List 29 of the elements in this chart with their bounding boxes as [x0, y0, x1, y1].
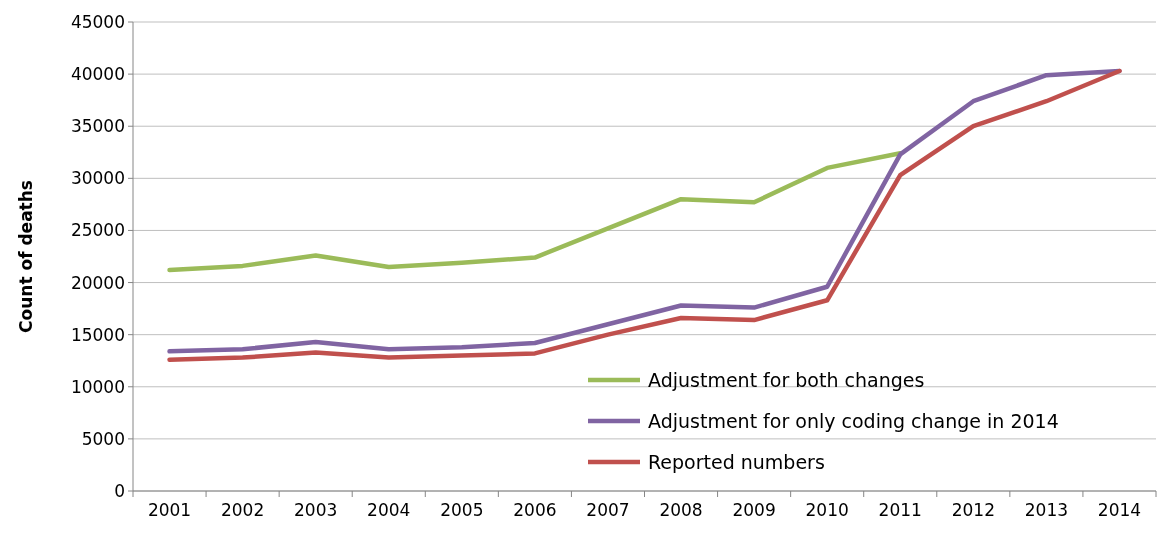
x-tick-label: 2009 [732, 500, 776, 520]
y-axis-title: Count of deaths [16, 180, 36, 333]
line-series [167, 151, 903, 273]
y-tick-label: 35000 [70, 116, 125, 137]
x-tick-label: 2013 [1024, 500, 1069, 520]
x-tick-label: 2010 [805, 500, 849, 520]
x-tick-label: 2014 [1097, 500, 1142, 520]
x-tick-label: 2003 [294, 500, 338, 520]
y-tick-label: 25000 [70, 220, 125, 241]
y-tick-label: 10000 [70, 376, 125, 397]
x-tick-label: 2012 [951, 500, 995, 520]
x-tick-label: 2011 [878, 500, 922, 520]
y-tick-label: 30000 [70, 168, 125, 189]
legend-label: Reported numbers [648, 450, 825, 473]
x-tick-label: 2001 [147, 500, 192, 520]
y-tick-label: 45000 [70, 11, 125, 32]
y-tick-label: 5000 [81, 428, 125, 449]
legend-label: Adjustment for only coding change in 2014 [648, 409, 1059, 432]
x-tick-label: 2007 [586, 500, 630, 520]
x-tick-label: 2002 [220, 500, 265, 520]
legend-label: Adjustment for both changes [648, 368, 925, 391]
x-tick-label: 2005 [440, 500, 484, 520]
y-tick-label: 0 [114, 480, 125, 501]
x-tick-label: 2006 [513, 500, 557, 520]
x-tick-label: 2004 [367, 500, 411, 520]
x-tick-label: 2008 [659, 500, 703, 520]
y-tick-label: 15000 [70, 324, 125, 345]
y-tick-label: 20000 [70, 272, 125, 293]
y-tick-label: 40000 [70, 64, 125, 85]
